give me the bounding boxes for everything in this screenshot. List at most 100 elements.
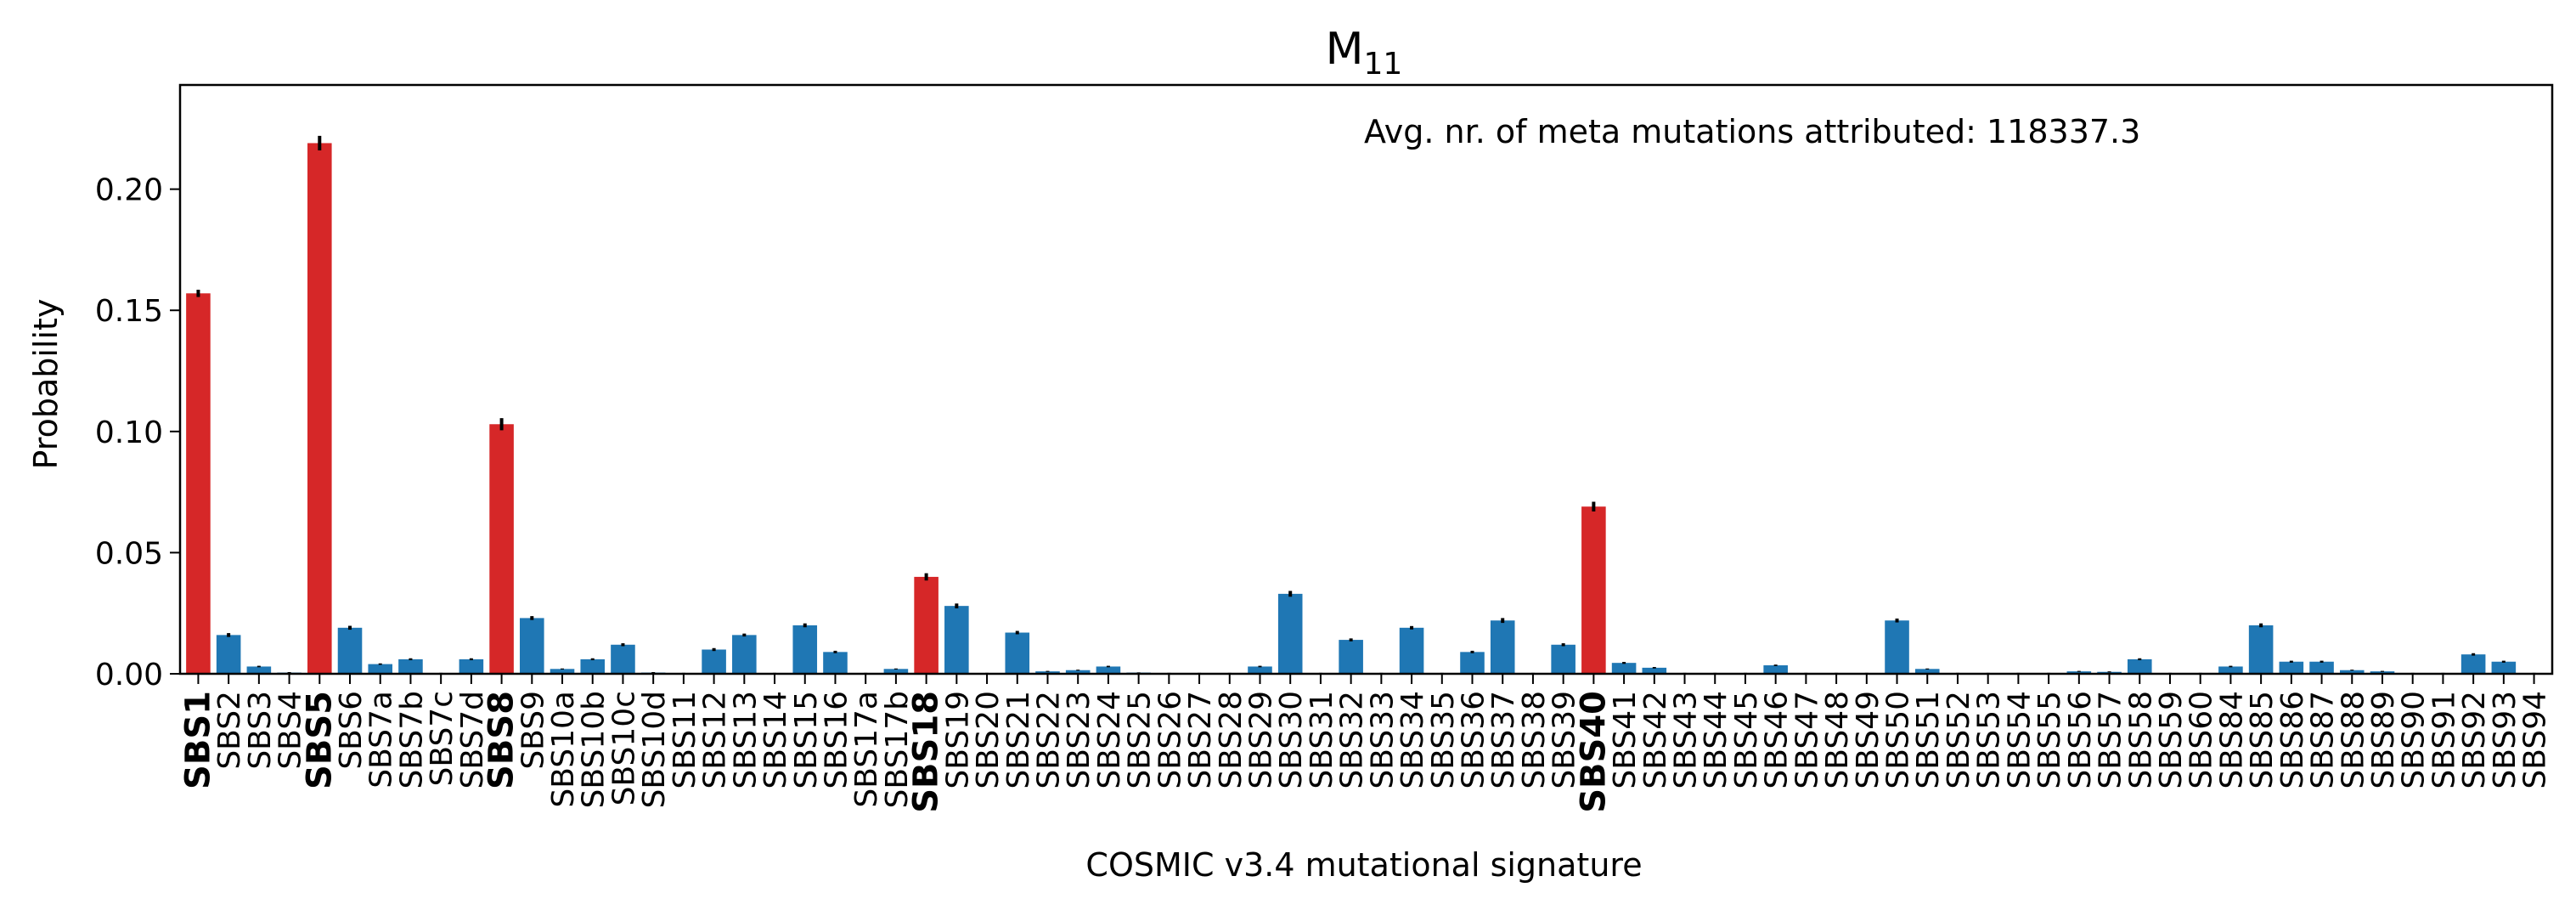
bar-sbs17b	[883, 669, 909, 674]
bar-sbs85	[2248, 625, 2274, 674]
y-tick-label: 0.20	[95, 173, 163, 208]
bar-sbs15	[792, 625, 818, 674]
x-tick-label-sbs21: SBS21	[1001, 691, 1036, 789]
bar-sbs12	[702, 649, 726, 674]
chart-annotation: Avg. nr. of meta mutations attributed: 1…	[1364, 113, 2140, 150]
x-tick-label-sbs88: SBS88	[2336, 691, 2370, 789]
bar-sbs34	[1399, 627, 1424, 674]
bar-sbs87	[2309, 661, 2334, 674]
bar-sbs10a	[550, 669, 575, 674]
x-tick-label-sbs23: SBS23	[1062, 691, 1096, 789]
x-tick-label-sbs8: SBS8	[482, 691, 521, 789]
bar-sbs21	[1005, 632, 1030, 674]
x-tick-label-sbs59: SBS59	[2154, 691, 2189, 789]
x-tick-label-sbs39: SBS39	[1547, 691, 1582, 789]
bar-sbs5	[307, 143, 332, 674]
chart-title-subscript: 11	[1364, 47, 1403, 82]
x-tick-label-sbs49: SBS49	[1851, 691, 1885, 789]
x-tick-label-sbs2: SBS2	[212, 691, 247, 770]
x-tick-label-sbs14: SBS14	[758, 691, 793, 789]
bar-sbs40	[1581, 506, 1606, 674]
x-tick-label-sbs52: SBS52	[1942, 691, 1976, 789]
x-tick-label-sbs24: SBS24	[1092, 691, 1127, 789]
x-tick-label-sbs31: SBS31	[1305, 691, 1339, 789]
bar-sbs7d	[459, 658, 484, 674]
x-tick-label-sbs37: SBS37	[1486, 691, 1521, 789]
x-tick-label-sbs89: SBS89	[2366, 691, 2401, 789]
bar-sbs10c	[611, 644, 635, 674]
x-tick-label-sbs10a: SBS10a	[546, 691, 581, 808]
x-tick-label-sbs32: SBS32	[1335, 691, 1370, 789]
x-tick-label-sbs3: SBS3	[243, 691, 278, 770]
x-tick-label-sbs4: SBS4	[273, 691, 308, 770]
bar-sbs16	[823, 652, 848, 674]
x-tick-label-sbs86: SBS86	[2275, 691, 2310, 789]
chart-title: M11	[1326, 24, 1403, 82]
x-tick-label-sbs35: SBS35	[1426, 691, 1461, 789]
bar-sbs7b	[398, 658, 423, 674]
x-tick-label-sbs44: SBS44	[1699, 691, 1733, 789]
x-tick-label-sbs1: SBS1	[178, 691, 217, 789]
bar-sbs39	[1551, 644, 1575, 674]
plot-area: 0.000.050.100.150.20SBS1SBS2SBS3SBS4SBS5…	[95, 135, 2553, 813]
bar-sbs3	[246, 666, 272, 674]
x-tick-label-sbs6: SBS6	[334, 691, 369, 770]
x-tick-label-sbs58: SBS58	[2123, 691, 2158, 789]
x-tick-label-sbs19: SBS19	[940, 691, 975, 789]
x-tick-label-sbs47: SBS47	[1790, 691, 1824, 789]
x-tick-label-sbs7a: SBS7a	[364, 691, 399, 788]
bar-sbs37	[1490, 620, 1515, 674]
x-tick-label-sbs17b: SBS17b	[880, 691, 915, 808]
x-tick-label-sbs38: SBS38	[1517, 691, 1552, 789]
x-tick-label-sbs27: SBS27	[1183, 691, 1218, 789]
bar-sbs1	[186, 293, 211, 674]
bar-sbs51	[1914, 669, 1940, 674]
x-tick-label-sbs33: SBS33	[1365, 691, 1400, 789]
bar-sbs2	[216, 635, 241, 674]
x-tick-label-sbs94: SBS94	[2518, 691, 2553, 789]
x-tick-label-sbs5: SBS5	[300, 691, 339, 789]
x-tick-label-sbs55: SBS55	[2032, 691, 2067, 789]
bar-sbs41	[1611, 663, 1637, 674]
x-tick-label-sbs18: SBS18	[907, 691, 946, 813]
bar-sbs10b	[580, 658, 606, 674]
x-axis-label: COSMIC v3.4 mutational signature	[1085, 846, 1642, 884]
y-axis-label: Probability	[27, 299, 65, 470]
x-tick-label-sbs22: SBS22	[1031, 691, 1066, 789]
bar-sbs56	[2066, 671, 2092, 674]
x-tick-label-sbs93: SBS93	[2488, 691, 2522, 789]
x-tick-label-sbs57: SBS57	[2094, 691, 2128, 789]
bar-sbs86	[2279, 661, 2304, 674]
bar-sbs58	[2127, 658, 2152, 674]
x-tick-label-sbs46: SBS46	[1760, 691, 1795, 789]
x-tick-label-sbs10d: SBS10d	[637, 691, 672, 808]
x-tick-label-sbs48: SBS48	[1820, 691, 1855, 789]
x-tick-label-sbs7c: SBS7c	[425, 691, 459, 786]
y-tick-label: 0.00	[95, 658, 163, 692]
bar-sbs7a	[368, 664, 393, 674]
x-tick-label-sbs26: SBS26	[1153, 691, 1187, 789]
x-tick-label-sbs15: SBS15	[789, 691, 824, 789]
bar-sbs88	[2339, 670, 2365, 674]
x-tick-label-sbs91: SBS91	[2427, 691, 2461, 789]
x-tick-label-sbs90: SBS90	[2397, 691, 2432, 789]
x-tick-label-sbs84: SBS84	[2214, 691, 2249, 789]
x-tick-label-sbs87: SBS87	[2306, 691, 2341, 789]
bar-sbs93	[2491, 661, 2517, 674]
bar-sbs42	[1642, 667, 1667, 674]
x-tick-label-sbs40: SBS40	[1574, 691, 1613, 813]
bar-sbs46	[1763, 665, 1788, 674]
x-tick-label-sbs41: SBS41	[1608, 691, 1643, 789]
x-tick-label-sbs45: SBS45	[1729, 691, 1764, 789]
x-tick-label-sbs43: SBS43	[1669, 691, 1704, 789]
bar-sbs6	[337, 627, 363, 674]
x-tick-label-sbs28: SBS28	[1214, 691, 1249, 789]
x-tick-label-sbs7b: SBS7b	[394, 691, 429, 789]
plot-frame	[178, 83, 2554, 675]
x-tick-label-sbs17a: SBS17a	[849, 691, 884, 808]
bar-sbs23	[1065, 670, 1091, 674]
bar-sbs30	[1277, 593, 1303, 674]
x-tick-label-sbs29: SBS29	[1243, 691, 1278, 789]
bar-sbs89	[2370, 671, 2395, 674]
